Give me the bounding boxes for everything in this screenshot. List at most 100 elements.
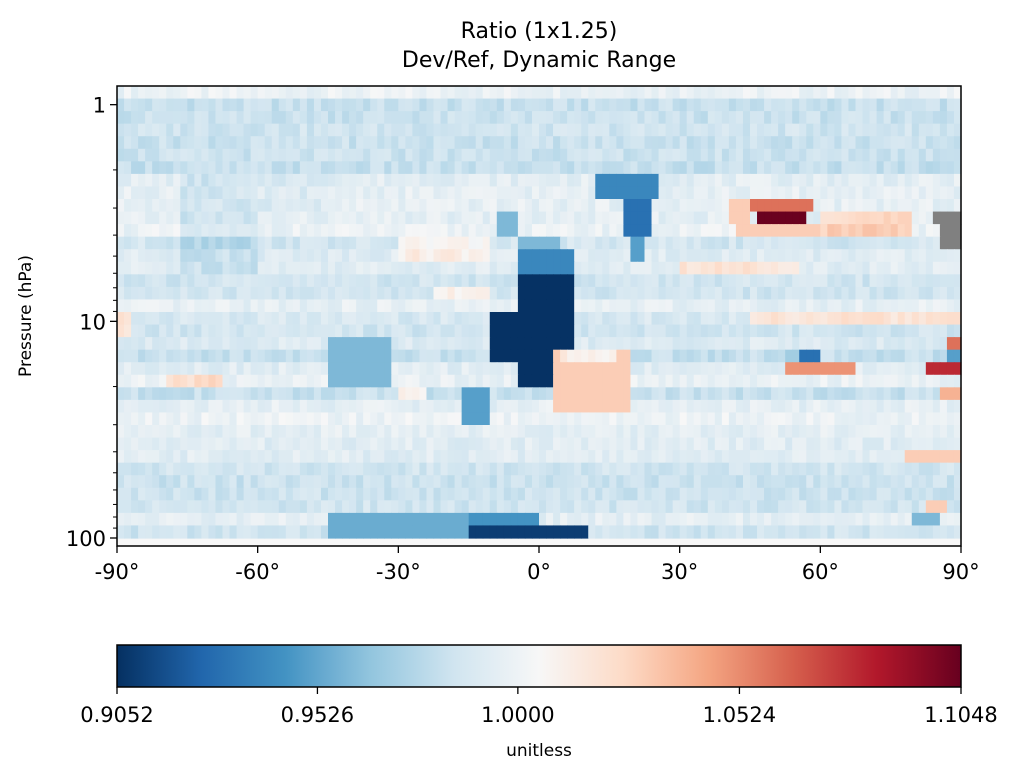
heatmap-cell: [588, 286, 596, 301]
heatmap-cell: [370, 450, 378, 464]
heatmap-cell: [883, 324, 892, 338]
heatmap-cell: [503, 475, 512, 489]
heatmap-cell: [560, 136, 568, 150]
heatmap-cell: [546, 362, 554, 376]
heatmap-cell: [342, 86, 350, 100]
heatmap-cell: [953, 299, 962, 313]
heatmap-cell: [876, 148, 885, 162]
heatmap-cell: [363, 337, 371, 351]
heatmap-cell: [728, 324, 737, 338]
heatmap-cell: [707, 462, 716, 476]
heatmap-cell: [651, 362, 660, 376]
heatmap-cell: [222, 299, 231, 313]
heatmap-cell: [482, 224, 491, 238]
heatmap-cell: [665, 286, 674, 301]
heatmap-cell: [735, 525, 744, 539]
heatmap-cell: [623, 337, 632, 351]
heatmap-cell: [539, 199, 547, 213]
heatmap-cell: [468, 199, 477, 213]
heatmap-cell: [426, 500, 435, 514]
heatmap-cell: [679, 249, 688, 263]
heatmap-cell: [166, 261, 174, 275]
heatmap-cell: [124, 261, 132, 275]
heatmap-cell: [419, 274, 428, 288]
heatmap-cell: [278, 86, 287, 100]
heatmap-cell: [433, 173, 442, 188]
heatmap-cell: [771, 286, 779, 301]
heatmap-cell: [215, 236, 224, 250]
heatmap-cell: [735, 148, 744, 162]
heatmap-cell: [574, 123, 582, 137]
heatmap-cell: [250, 475, 259, 489]
heatmap-cell: [757, 462, 765, 476]
heatmap-cell: [637, 286, 646, 301]
heatmap-cell: [468, 211, 477, 225]
heatmap-cell: [398, 362, 406, 376]
heatmap-cell: [904, 437, 913, 451]
heatmap-cell: [953, 462, 962, 476]
heatmap-cell: [665, 312, 674, 326]
heatmap-cell: [328, 324, 336, 338]
heatmap-cell: [693, 450, 702, 464]
heatmap-cell: [419, 224, 428, 238]
heatmap-cell: [658, 236, 667, 250]
heatmap-cell: [700, 437, 709, 451]
heatmap-cell: [897, 500, 906, 514]
heatmap-cell: [377, 249, 385, 263]
heatmap-cell: [820, 274, 828, 288]
heatmap-cell: [482, 487, 491, 501]
heatmap-cell: [574, 249, 582, 263]
heatmap-cell: [686, 362, 695, 376]
heatmap-cell: [693, 299, 702, 313]
heatmap-cell: [292, 211, 301, 225]
heatmap-cell: [131, 387, 139, 401]
heatmap-cell: [771, 148, 779, 162]
heatmap-cell: [595, 299, 603, 313]
heatmap-cell: [883, 98, 892, 112]
heatmap-cell: [813, 211, 821, 225]
heatmap-cell: [946, 500, 955, 514]
heatmap-cell: [124, 462, 132, 476]
heatmap-cell: [700, 211, 709, 225]
heatmap-cell: [243, 362, 252, 376]
heatmap-cell: [524, 86, 533, 100]
heatmap-cell: [419, 236, 428, 250]
heatmap-cell: [588, 462, 596, 476]
heatmap-cell: [292, 261, 301, 275]
heatmap-cell: [187, 500, 195, 514]
heatmap-cell: [609, 500, 617, 514]
heatmap-cell: [531, 186, 540, 200]
heatmap-cell: [953, 312, 962, 326]
heatmap-cell: [855, 249, 864, 263]
heatmap-cell: [349, 224, 357, 238]
heatmap-cell: [553, 324, 561, 338]
heatmap-cell: [377, 412, 385, 426]
heatmap-cell: [117, 475, 125, 489]
heatmap-cell: [588, 437, 596, 451]
heatmap-cell: [539, 274, 547, 288]
heatmap-cell: [433, 123, 442, 137]
heatmap-cell: [876, 299, 885, 313]
heatmap-cell: [447, 136, 456, 150]
heatmap-cell: [771, 261, 779, 275]
heatmap-cell: [489, 349, 498, 363]
x-tick-label: 30°: [661, 560, 698, 584]
heatmap-cell: [834, 286, 843, 301]
heatmap-cell: [637, 374, 646, 388]
heatmap-cell: [539, 236, 547, 250]
heatmap-cell: [440, 437, 449, 451]
heatmap-cell: [524, 224, 533, 238]
heatmap-cell: [313, 199, 322, 213]
heatmap-cell: [299, 86, 308, 100]
heatmap-cell: [623, 199, 632, 213]
heatmap-cell: [546, 111, 554, 125]
heatmap-cell: [187, 487, 195, 501]
heatmap-cell: [806, 387, 814, 401]
heatmap-cell: [496, 399, 505, 414]
heatmap-cell: [377, 312, 385, 326]
heatmap-cell: [953, 111, 962, 125]
heatmap-cell: [904, 525, 913, 539]
heatmap-cell: [243, 349, 252, 363]
heatmap-cell: [313, 224, 322, 238]
heatmap-cell: [370, 525, 378, 539]
